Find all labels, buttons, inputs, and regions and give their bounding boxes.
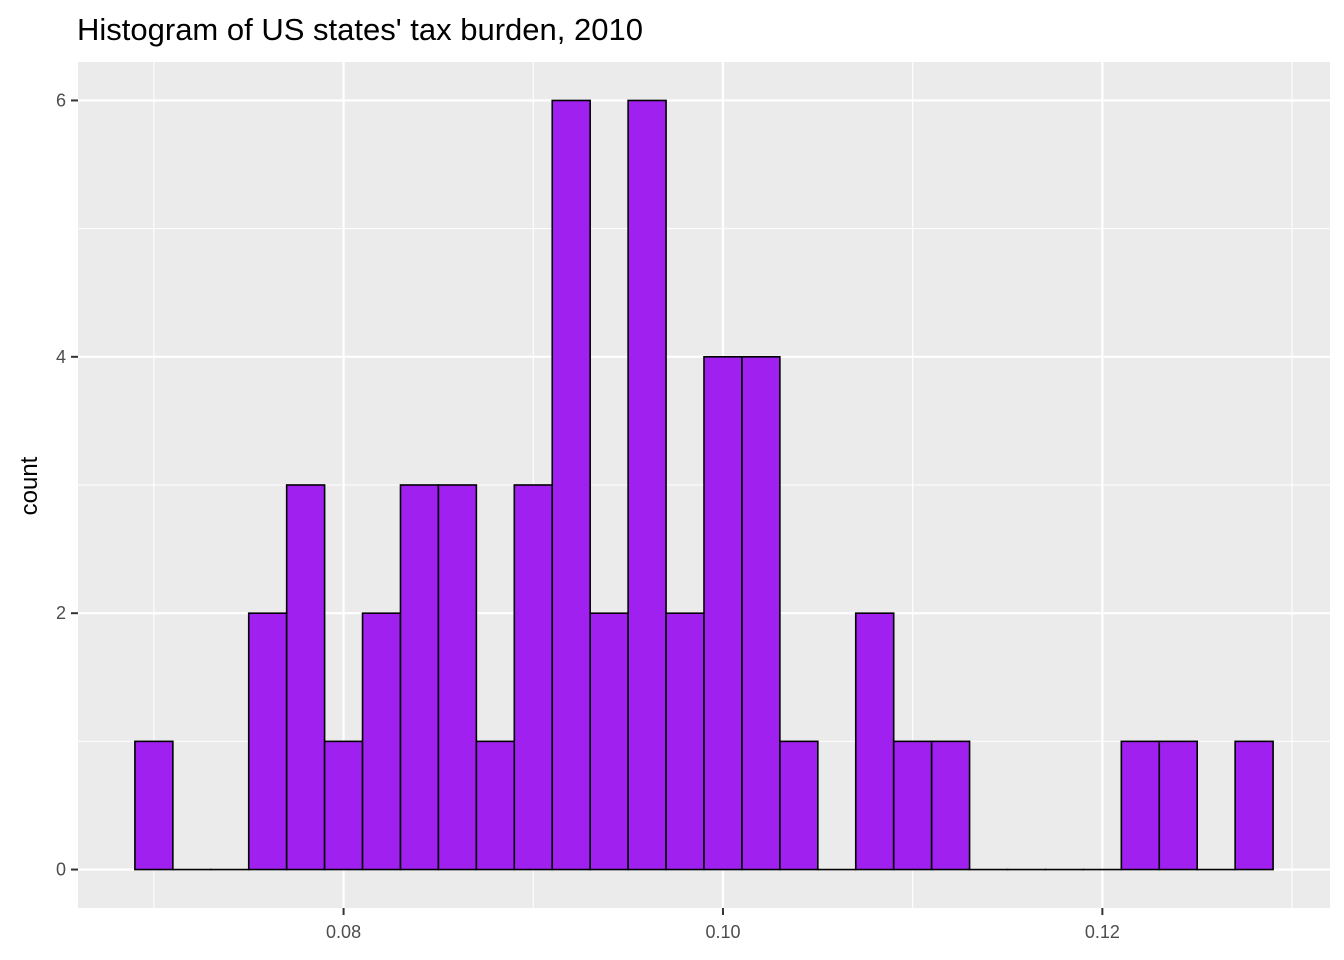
histogram-bar <box>854 612 895 871</box>
histogram-bar <box>513 484 554 871</box>
histogram-bar <box>1234 740 1274 871</box>
chart-title: Histogram of US states' tax burden, 2010 <box>77 12 643 47</box>
histogram-bar <box>437 484 478 871</box>
histogram-bar <box>930 740 971 871</box>
histogram-bar <box>627 99 667 871</box>
y-tick-label: 0 <box>56 860 66 880</box>
y-axis: 0 2 4 6 <box>56 90 78 880</box>
histogram-bar <box>665 612 705 871</box>
x-tick-label: 0.08 <box>326 922 361 942</box>
y-tick-label: 6 <box>56 90 66 110</box>
histogram-bar <box>1158 740 1199 871</box>
histogram-bar <box>399 484 440 871</box>
x-tick-label: 0.12 <box>1085 922 1120 942</box>
histogram-bars <box>134 99 1274 871</box>
histogram-bar <box>247 612 288 871</box>
histogram-bar <box>475 740 516 871</box>
histogram-bar <box>134 740 174 871</box>
histogram-bar <box>1120 740 1161 871</box>
histogram-bar <box>323 740 364 871</box>
x-axis: 0.08 0.10 0.12 <box>326 908 1120 942</box>
x-tick-label: 0.10 <box>705 922 740 942</box>
histogram-bar <box>361 612 402 871</box>
y-tick-label: 4 <box>56 347 66 367</box>
histogram-bar <box>703 356 743 871</box>
y-tick-label: 2 <box>56 603 66 623</box>
histogram-bar <box>589 612 629 871</box>
histogram-bar <box>779 740 819 871</box>
histogram-bar <box>741 356 781 871</box>
histogram-bar <box>892 740 933 871</box>
histogram-bar <box>551 99 591 871</box>
histogram-bar <box>285 484 326 871</box>
y-axis-label: count <box>16 456 43 515</box>
